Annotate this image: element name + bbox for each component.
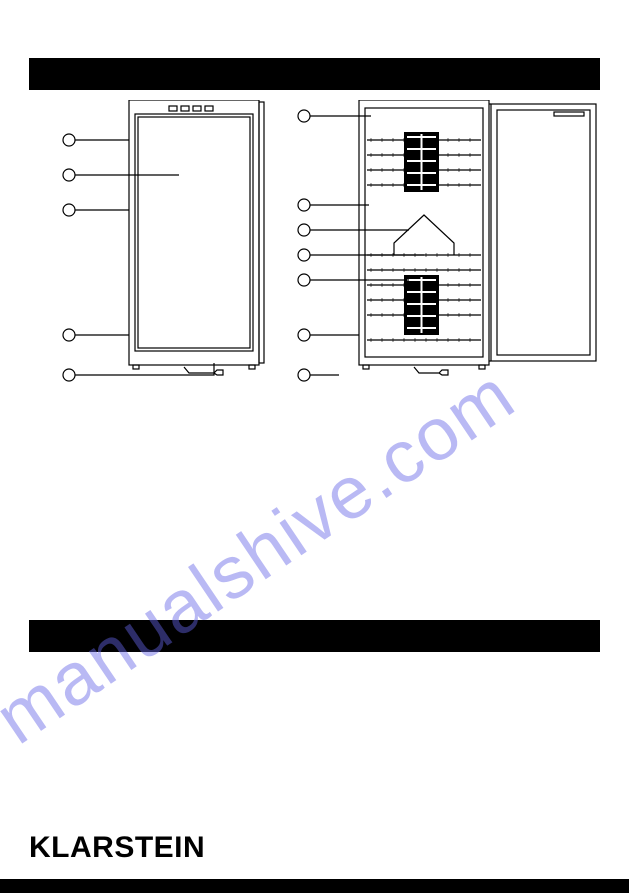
diagram-svg bbox=[29, 100, 600, 420]
top-black-bar bbox=[29, 58, 600, 90]
mid-black-bar bbox=[29, 620, 600, 652]
bottom-black-strip bbox=[0, 879, 629, 893]
product-diagrams bbox=[29, 100, 600, 420]
brand-logo: KLARSTEIN bbox=[29, 831, 205, 865]
